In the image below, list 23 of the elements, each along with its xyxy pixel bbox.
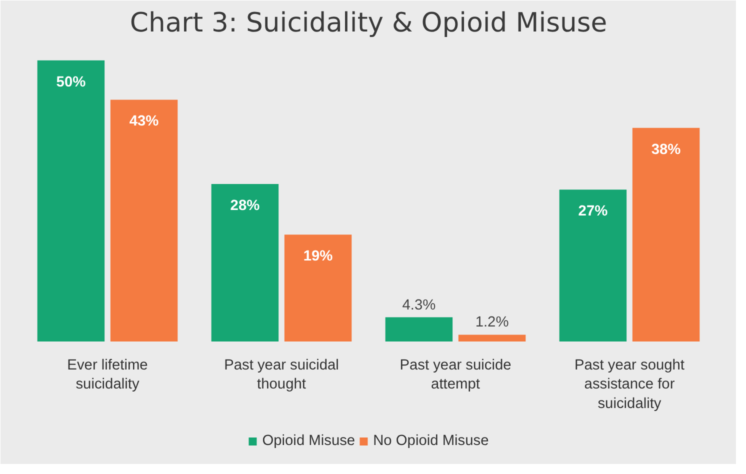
- data-label: 1.2%: [475, 314, 509, 331]
- data-label: 50%: [56, 74, 86, 90]
- bar: [385, 317, 453, 342]
- bar: [37, 60, 105, 342]
- x-tick-label: Past year suicidal thought: [224, 357, 339, 393]
- bar: [458, 334, 526, 342]
- bar: [110, 100, 178, 342]
- legend-label: No Opioid Misuse: [373, 433, 489, 449]
- legend-label: Opioid Misuse: [262, 433, 356, 449]
- data-label: 28%: [230, 198, 260, 214]
- chart-title: Chart 3: Suicidality & Opioid Misuse: [130, 8, 608, 38]
- x-tick-label: Past year suicide attempt: [400, 357, 512, 393]
- data-label: 19%: [303, 248, 333, 265]
- data-label: 27%: [578, 204, 608, 220]
- data-label: 4.3%: [402, 297, 436, 314]
- x-tick-label: Ever lifetime suicidality: [67, 357, 148, 393]
- data-label: 43%: [129, 114, 159, 130]
- bar: [211, 184, 279, 342]
- data-label: 38%: [651, 142, 681, 158]
- bar: [284, 234, 352, 342]
- x-tick-label: Past year sought assistance for suicidality: [574, 357, 685, 412]
- bar: [632, 128, 700, 342]
- bar: [559, 190, 627, 342]
